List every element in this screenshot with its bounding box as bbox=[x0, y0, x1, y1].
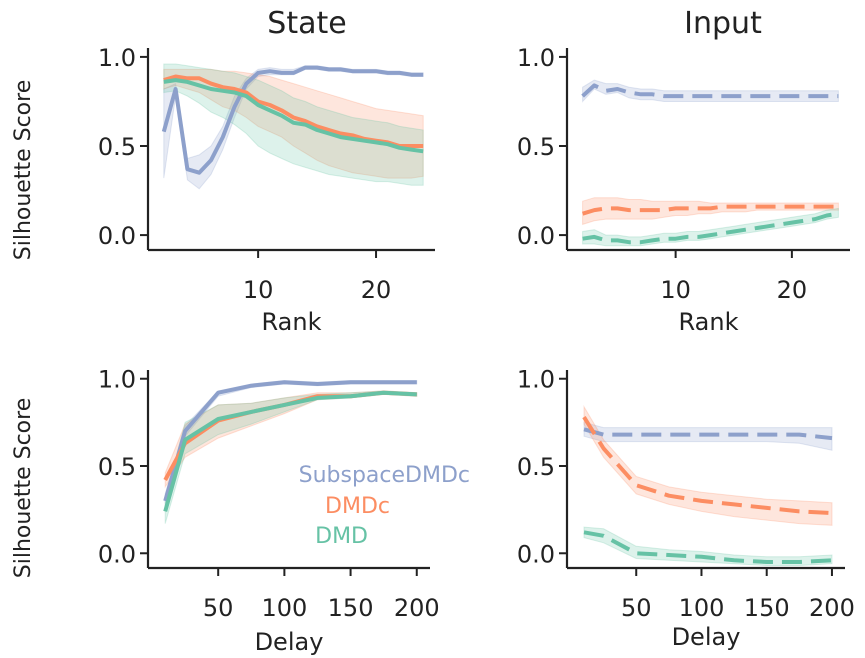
x-axis-label-2: Delay bbox=[255, 628, 324, 656]
ylabel-top: Silhouette Score bbox=[11, 80, 36, 260]
x-tick-label-3-0: 50 bbox=[621, 594, 652, 622]
x-tick-label-2-3: 200 bbox=[394, 594, 440, 622]
legend-dmd: DMD bbox=[315, 524, 368, 549]
panel-1: 0.0 0.5 1.0 10 20 Rank bbox=[517, 44, 850, 336]
y-tick-label-0-2: 1.0 bbox=[98, 44, 136, 72]
y-tick-label-1-1: 0.5 bbox=[517, 133, 555, 161]
band-dmdc-1 bbox=[582, 197, 839, 226]
x-tick-label-2-0: 50 bbox=[203, 594, 234, 622]
band-dmd-2 bbox=[164, 390, 418, 524]
series-line-subspacedmdc-1 bbox=[581, 83, 839, 99]
series-line-dmdc-3 bbox=[582, 416, 833, 516]
y-tick-label-0-0: 0.0 bbox=[98, 222, 136, 250]
band-dmd-3 bbox=[583, 526, 833, 566]
y-tick-label-2-2: 1.0 bbox=[98, 366, 136, 394]
y-tick-label-3-0: 0.0 bbox=[517, 540, 555, 568]
x-tick-label-3-1: 100 bbox=[679, 594, 725, 622]
title-state: State bbox=[267, 6, 346, 41]
y-tick-label-1-0: 0.0 bbox=[517, 222, 555, 250]
x-tick-label-1-0: 10 bbox=[660, 276, 691, 304]
series-line-dmd-2 bbox=[163, 390, 417, 512]
x-axis-label-1: Rank bbox=[679, 308, 739, 336]
y-tick-label-2-1: 0.5 bbox=[98, 453, 136, 481]
x-tick-label-2-1: 100 bbox=[261, 594, 307, 622]
x-tick-label-0-1: 20 bbox=[361, 276, 392, 304]
series-line-subspacedmdc-0 bbox=[161, 65, 424, 175]
band-dmd-1 bbox=[582, 207, 839, 247]
series-line-dmd-0 bbox=[163, 78, 424, 154]
legend-subspacedmdc: SubspaceDMDc bbox=[299, 463, 470, 488]
x-tick-label-3-2: 150 bbox=[744, 594, 790, 622]
x-tick-label-2-2: 150 bbox=[328, 594, 374, 622]
x-axis-label-0: Rank bbox=[262, 308, 322, 336]
x-tick-label-0-0: 10 bbox=[243, 276, 274, 304]
series-line-subspacedmdc-2 bbox=[163, 380, 417, 502]
ylabel-bottom: Silhouette Score bbox=[11, 398, 36, 578]
y-tick-label-3-2: 1.0 bbox=[517, 366, 555, 394]
band-dmdc-3 bbox=[583, 404, 833, 526]
y-tick-label-2-0: 0.0 bbox=[98, 540, 136, 568]
legend-dmdc: DMDc bbox=[325, 494, 390, 519]
y-tick-label-0-1: 0.5 bbox=[98, 133, 136, 161]
series-line-dmd-3 bbox=[583, 530, 833, 564]
y-tick-label-1-2: 1.0 bbox=[517, 44, 555, 72]
panel-0: 0.0 0.5 1.0 10 20 Rank bbox=[98, 44, 435, 336]
panel-2: 0.0 0.5 1.0 50 100 150 200 Delay bbox=[98, 366, 440, 656]
x-tick-label-3-3: 200 bbox=[809, 594, 855, 622]
title-input: Input bbox=[684, 6, 762, 41]
x-tick-label-1-1: 20 bbox=[777, 276, 808, 304]
series-line-dmd-1 bbox=[582, 211, 839, 245]
y-tick-label-3-1: 0.5 bbox=[517, 453, 555, 481]
series-line-dmdc-1 bbox=[582, 204, 839, 216]
series-line-subspacedmdc-3 bbox=[583, 427, 833, 441]
x-axis-label-3: Delay bbox=[672, 623, 741, 651]
panel-3: 0.0 0.5 1.0 50 100 150 200 Delay bbox=[517, 366, 855, 651]
